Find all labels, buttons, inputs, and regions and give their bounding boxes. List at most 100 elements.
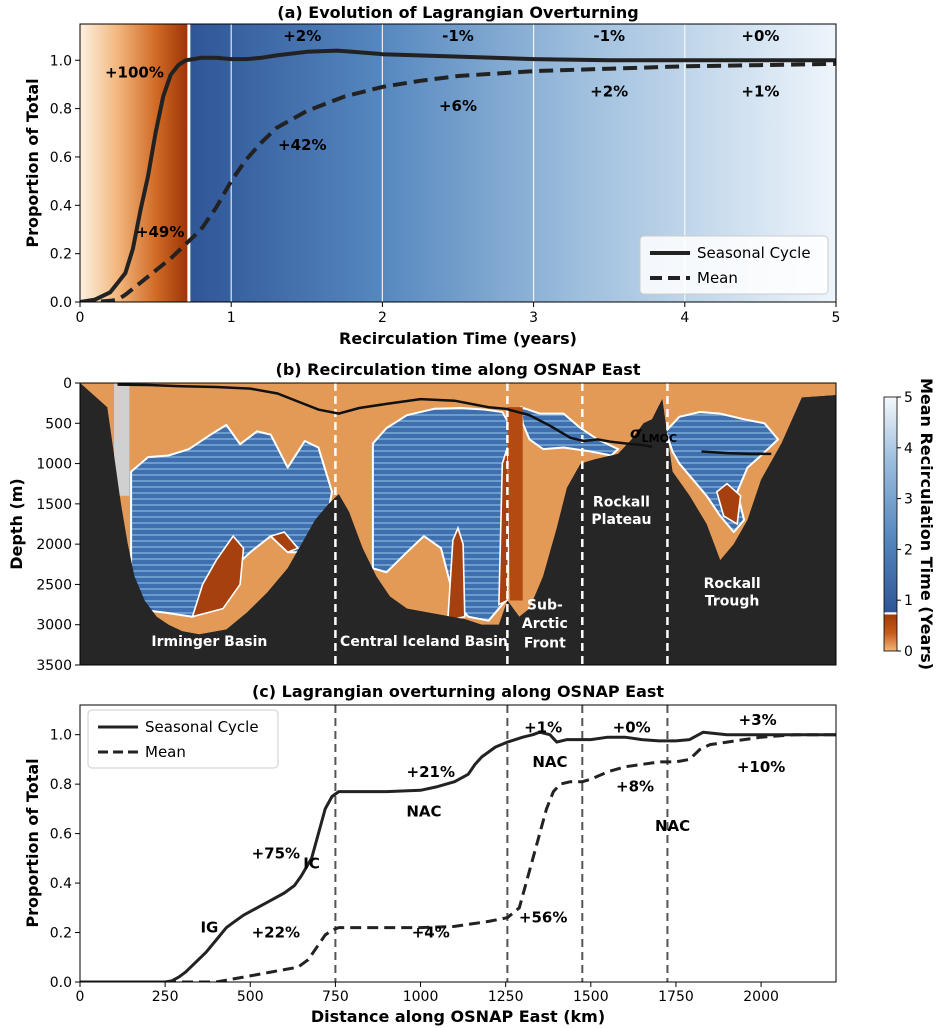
y-tick-label: 3000 — [36, 618, 72, 634]
panel-c-x-ticks: 0 250 500 750 1000 1250 1500 1750 2000 — [76, 982, 779, 1005]
annotation-label: +0% — [613, 718, 651, 736]
region-label: Central Iceland Basin — [340, 634, 508, 650]
y-tick-label: 0.0 — [50, 295, 72, 311]
x-tick-label: 1750 — [658, 989, 694, 1005]
y-tick-label: 0.0 — [50, 975, 72, 991]
panel-c-y-label: Proportion of Total — [23, 758, 42, 927]
panel-a-y-ticks: 0.0 0.2 0.4 0.6 0.8 1.0 — [50, 53, 80, 311]
x-tick-label: 3 — [529, 310, 538, 326]
panel-b-title: (b) Recirculation time along OSNAP East — [276, 360, 641, 379]
colorbar: 0 1 2 3 4 5 Mean Recirculation Time (Years) — [883, 378, 936, 670]
annotation-label: +22% — [252, 924, 300, 942]
sigma-lmoc-label: σLMOC — [630, 424, 677, 445]
recirculation-time-field — [114, 383, 780, 622]
panel-a-y-label: Proportion of Total — [23, 78, 42, 247]
region-label: Front — [524, 635, 566, 651]
short-recirculation-cells — [715, 482, 742, 526]
short-recirculation-cells — [446, 525, 466, 622]
annotation-label: +56% — [519, 909, 567, 927]
sigma-lmoc-line-east — [701, 450, 772, 456]
annotation-label: +2% — [283, 27, 321, 45]
panel-a-legend: Seasonal Cycle Mean — [639, 235, 829, 295]
y-tick-label: 0.2 — [50, 247, 72, 263]
mean-line — [80, 733, 836, 982]
colorbar-tick-label: 0 — [904, 644, 913, 660]
annotation-label: +8% — [616, 778, 654, 796]
y-tick-label: 1500 — [36, 497, 72, 513]
annotation-label: +4% — [412, 924, 450, 942]
section-dividers — [334, 383, 669, 665]
x-tick-label: 1 — [227, 310, 236, 326]
panel-a-title: (a) Evolution of Lagrangian Overturning — [277, 3, 638, 22]
y-tick-label: 2000 — [36, 537, 72, 553]
panel-c-series — [80, 730, 836, 982]
region-label: Irminger Basin — [151, 634, 267, 650]
annotation-label: +42% — [278, 136, 326, 154]
y-tick-label: 500 — [45, 416, 72, 432]
x-tick-label: 250 — [152, 989, 179, 1005]
sigma-lmoc-line — [117, 383, 653, 448]
panel-c-legend: Seasonal Cycle Mean — [87, 709, 279, 769]
legend-seasonal-cycle: Seasonal Cycle — [145, 718, 259, 736]
annotation-label: -1% — [593, 27, 625, 45]
annotation-label: NAC — [532, 753, 567, 771]
mean-line — [80, 61, 836, 302]
annotation-label: +0% — [741, 27, 779, 45]
x-tick-label: 750 — [322, 989, 349, 1005]
panel-c-frame — [79, 704, 837, 983]
colorbar-tick-label: 5 — [904, 390, 913, 406]
panel-b-y-label: Depth (m) — [7, 478, 26, 570]
panel-c-dividers — [334, 705, 669, 982]
region-label: Trough — [705, 594, 760, 610]
colorbar-ticks: 0 1 2 3 4 5 — [897, 390, 913, 660]
x-tick-label: 4 — [680, 310, 689, 326]
panel-a-series — [80, 48, 836, 302]
annotation-label: NAC — [406, 802, 441, 820]
colorbar-tick-label: 3 — [904, 492, 913, 508]
annotation-label: IC — [303, 854, 320, 872]
panel-a: (a) Evolution of Lagrangian Overturning … — [23, 3, 840, 348]
y-tick-label: 1000 — [36, 457, 72, 473]
colorbar-ramp — [883, 396, 898, 652]
fast-recirculation-shading — [80, 24, 189, 302]
long-recirculation-lobe — [520, 406, 620, 457]
annotation-label: +10% — [737, 758, 785, 776]
annotation-label: +1% — [524, 718, 562, 736]
annotation-label: +21% — [407, 763, 455, 781]
panel-c: (c) Lagrangian overturning along OSNAP E… — [23, 682, 837, 1026]
panel-a-x-ticks: 0 1 2 3 4 5 — [76, 302, 840, 326]
y-tick-label: 0 — [63, 376, 72, 392]
annotation-label: +1% — [741, 83, 779, 101]
x-tick-label: 0 — [76, 989, 85, 1005]
colorbar-tick-label: 4 — [904, 441, 913, 457]
seasonal-cycle-line — [80, 48, 836, 302]
y-tick-label: 0.4 — [50, 198, 72, 214]
annotation-label: +3% — [739, 711, 777, 729]
x-tick-label: 0 — [76, 310, 85, 326]
legend-seasonal-cycle: Seasonal Cycle — [697, 244, 811, 262]
region-label: Plateau — [591, 512, 651, 528]
long-recirculation-lobe — [664, 411, 780, 534]
panel-a-annotations: +100% +49% +2% +42% +6% -1% -1% +2% +0% +1% — [105, 27, 779, 241]
region-label: Arctic — [522, 616, 568, 632]
x-tick-label: 1250 — [488, 989, 524, 1005]
region-label: Rockall — [704, 576, 761, 592]
x-tick-label: 500 — [237, 989, 264, 1005]
panel-c-title: (c) Lagrangian overturning along OSNAP E… — [252, 682, 664, 701]
legend-mean: Mean — [697, 269, 738, 287]
x-tick-label: 1500 — [573, 989, 609, 1005]
region-label: Sub- — [527, 598, 563, 614]
y-tick-label: 0.2 — [50, 926, 72, 942]
annotation-label: +2% — [590, 83, 628, 101]
y-tick-label: 1.0 — [50, 728, 72, 744]
y-tick-label: 0.4 — [50, 876, 72, 892]
region-label: Rockall — [593, 494, 650, 510]
bathymetry — [80, 383, 836, 665]
short-recirculation-cells — [191, 534, 245, 618]
y-tick-label: 0.6 — [50, 827, 72, 843]
annotation-label: +100% — [105, 63, 164, 81]
annotation-label: -1% — [442, 27, 474, 45]
annotation-label: +49% — [136, 223, 184, 241]
y-tick-label: 0.8 — [50, 102, 72, 118]
region-labels: Irminger Basin Central Iceland Basin Sub- A… — [151, 494, 760, 651]
